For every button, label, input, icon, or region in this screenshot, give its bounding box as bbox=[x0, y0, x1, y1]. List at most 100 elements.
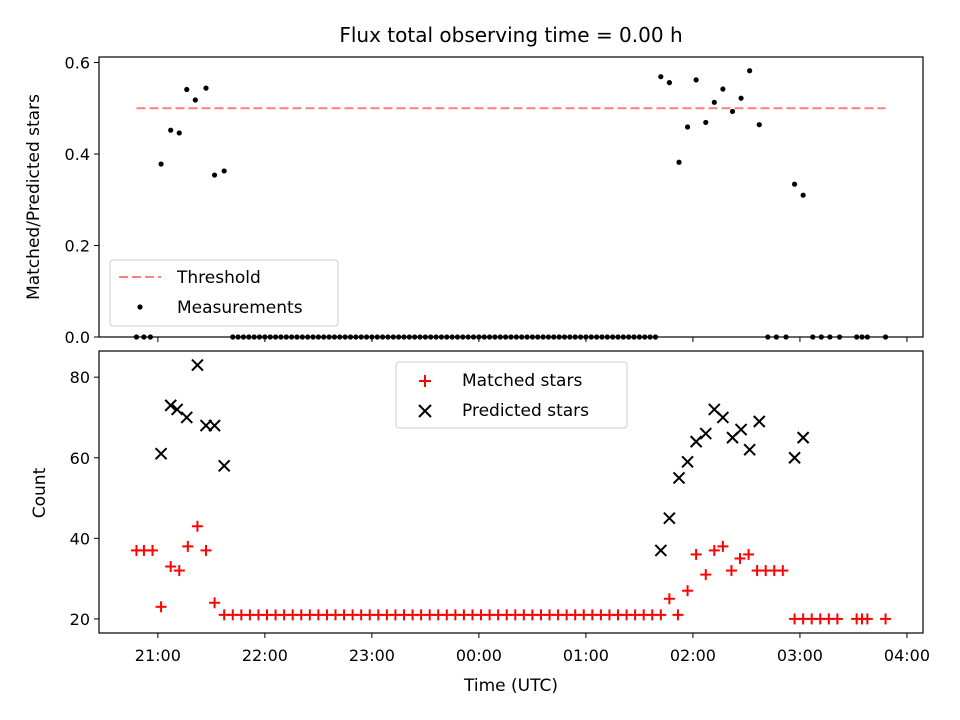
bottom-y-tick-label: 80 bbox=[70, 368, 90, 387]
ratio-x-ticks bbox=[157, 337, 908, 342]
measurements-legend-marker bbox=[137, 304, 143, 310]
bottom-x-tick-label: 23:00 bbox=[349, 646, 395, 665]
count-legend-box bbox=[395, 361, 628, 429]
measurement-point bbox=[720, 86, 726, 92]
matched-star-point bbox=[200, 544, 212, 556]
matched-star-point bbox=[725, 565, 737, 577]
measurement-point bbox=[666, 80, 672, 86]
predicted-star-point bbox=[663, 511, 676, 525]
matched-star-point bbox=[672, 609, 684, 621]
count-marks bbox=[130, 358, 892, 625]
predicted-star-point bbox=[734, 423, 748, 436]
predicted-star-point bbox=[164, 399, 177, 412]
measurement-point bbox=[676, 159, 682, 165]
predicted-star-point-b bbox=[191, 358, 204, 372]
bottom-x-tick-label: 00:00 bbox=[456, 646, 502, 665]
bottom-y-tick-label: 20 bbox=[70, 610, 90, 629]
bottom-plot-frame bbox=[98, 350, 924, 634]
predicted-star-point bbox=[654, 544, 668, 557]
ratio-marks bbox=[133, 68, 889, 340]
predicted-star-point-b bbox=[154, 447, 168, 460]
matched-star-point bbox=[655, 609, 667, 621]
predicted-legend-marker bbox=[418, 404, 432, 418]
count-legend: Matched stars Predicted stars bbox=[395, 361, 628, 429]
matched-star-point bbox=[155, 601, 167, 613]
predicted-star-point-b bbox=[788, 451, 801, 464]
matched-star-point bbox=[173, 565, 185, 577]
predicted-legend-label: Predicted stars bbox=[462, 401, 589, 421]
measurement-point bbox=[747, 68, 753, 74]
predicted-star-point-b bbox=[743, 443, 756, 456]
bottom-x-tick-label: 01:00 bbox=[563, 646, 609, 665]
count-panel: Count 20 40 60 80 21:00 22:00 23:00 00:00 01:00… bbox=[30, 350, 930, 696]
measurement-point bbox=[756, 122, 762, 128]
top-y-tick-label: 0.0 bbox=[65, 328, 90, 347]
matched-star-point bbox=[191, 520, 203, 532]
matched-star-point bbox=[717, 540, 729, 552]
predicted-star-point-b bbox=[672, 471, 686, 485]
measurements-legend-label: Measurements bbox=[177, 298, 303, 318]
predicted-star-point bbox=[672, 471, 686, 485]
predicted-star-point-b bbox=[708, 403, 721, 416]
measurement-point bbox=[791, 181, 798, 187]
matched-star-point bbox=[147, 544, 159, 556]
measurement-point bbox=[684, 124, 691, 130]
bottom-x-tick-label: 02:00 bbox=[670, 646, 716, 665]
top-y-axis-label: Matched/Predicted stars bbox=[24, 94, 44, 300]
predicted-star-point bbox=[699, 427, 712, 440]
bottom-y-axis-label: Count bbox=[30, 467, 50, 518]
measurement-point bbox=[658, 74, 664, 80]
bottom-x-tick-label: 22:00 bbox=[242, 646, 288, 665]
predicted-star-point bbox=[716, 411, 730, 424]
predicted-star-point-b bbox=[208, 419, 221, 432]
matched-star-point bbox=[831, 613, 843, 625]
count-x-ticks: 21:00 22:00 23:00 00:00 01:00 02:00 03:00 04:00 bbox=[135, 633, 930, 665]
x-axis-label: Time (UTC) bbox=[463, 676, 558, 696]
predicted-star-point-b bbox=[663, 511, 676, 525]
matched-star-point bbox=[880, 613, 892, 625]
predicted-star-point bbox=[154, 447, 168, 460]
predicted-star-point-b bbox=[681, 455, 694, 468]
predicted-star-point bbox=[743, 443, 756, 456]
predicted-star-point bbox=[681, 455, 694, 468]
predicted-star-point-b bbox=[699, 427, 712, 440]
predicted-star-point bbox=[170, 403, 184, 416]
matched-star-point bbox=[663, 593, 675, 605]
bottom-x-tick-label: 03:00 bbox=[777, 646, 823, 665]
predicted-star-point-b bbox=[170, 403, 184, 416]
predicted-star-point-b bbox=[716, 411, 730, 424]
top-y-tick-label: 0.6 bbox=[65, 53, 90, 72]
predicted-star-point-b bbox=[753, 415, 766, 428]
bottom-x-tick-label: 04:00 bbox=[884, 646, 930, 665]
predicted-star-point bbox=[208, 419, 221, 432]
threshold-legend-label: Threshold bbox=[176, 268, 261, 288]
predicted-star-point-b bbox=[180, 411, 193, 424]
predicted-star-point bbox=[796, 431, 810, 444]
matched-star-point bbox=[743, 548, 755, 560]
matched-legend-label: Matched stars bbox=[462, 371, 582, 391]
predicted-star-point bbox=[217, 459, 231, 473]
matched-star-point bbox=[734, 552, 746, 564]
measurement-point bbox=[738, 95, 744, 101]
top-y-tick-label: 0.2 bbox=[65, 236, 90, 255]
matched-star-point bbox=[165, 561, 177, 573]
count-y-ticks: 20 40 60 80 bbox=[70, 368, 99, 629]
measurement-point bbox=[729, 108, 736, 115]
predicted-star-point bbox=[191, 358, 204, 372]
measurement-point bbox=[703, 119, 709, 126]
predicted-star-point bbox=[753, 415, 766, 428]
matched-star-point bbox=[777, 565, 789, 577]
predicted-star-point bbox=[689, 435, 703, 448]
bottom-x-tick-label: 21:00 bbox=[135, 646, 181, 665]
measurement-point bbox=[211, 172, 218, 178]
predicted-star-point-b bbox=[164, 399, 177, 412]
ratio-legend-box bbox=[109, 259, 339, 327]
measurement-point bbox=[711, 99, 717, 105]
top-plot-frame bbox=[98, 56, 924, 338]
measurement-point bbox=[800, 192, 806, 198]
top-y-tick-label: 0.4 bbox=[65, 145, 90, 164]
chart-title: Flux total observing time = 0.00 h bbox=[339, 23, 682, 47]
measurement-point bbox=[168, 127, 174, 133]
measurement-point bbox=[158, 161, 164, 167]
